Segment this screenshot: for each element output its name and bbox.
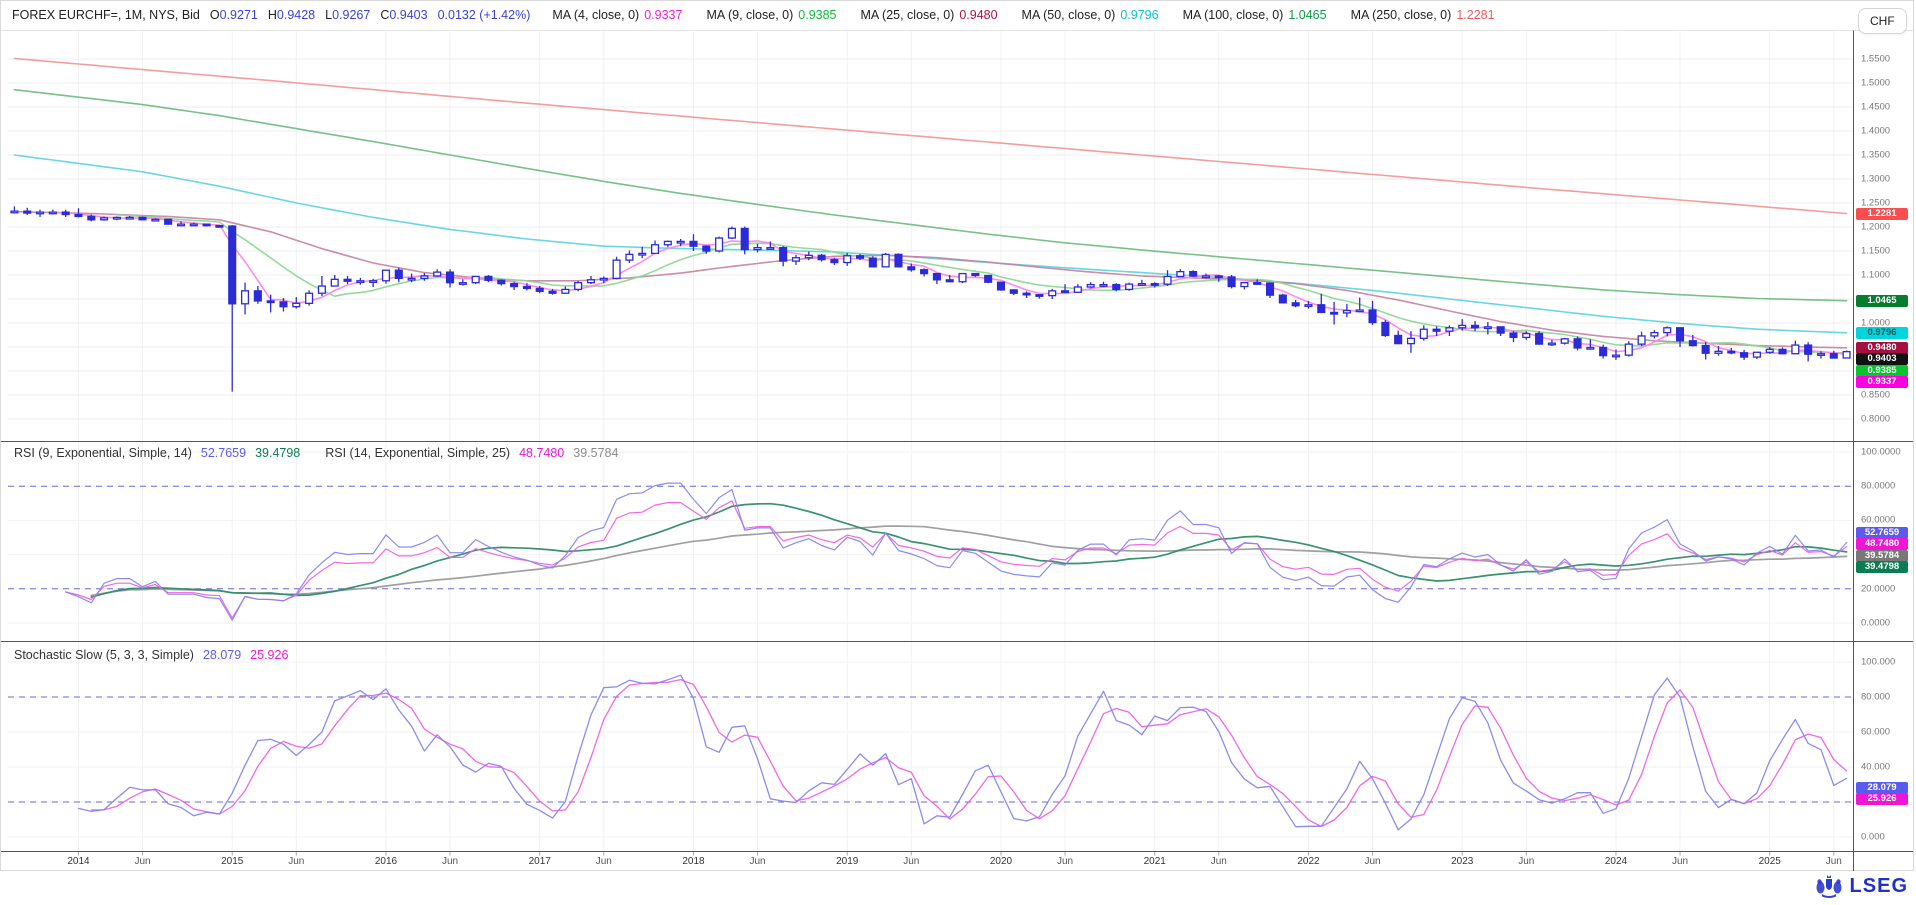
time-axis-label: 2019: [836, 856, 859, 867]
rsi-badge: 52.7659: [1856, 526, 1908, 539]
time-axis-label: 2023: [1451, 856, 1474, 867]
price-badge: 0.9480: [1856, 341, 1908, 354]
price-axis-currency-button[interactable]: CHF: [1858, 8, 1907, 34]
lseg-logo: LSEG: [1814, 874, 1908, 898]
time-axis-label: Jun: [134, 856, 151, 867]
time-axis-label: Jun: [903, 856, 920, 867]
stoch-axis-label: 100.000: [1861, 656, 1896, 668]
instrument-title: FOREX EURCHF=, 1M, NYS, Bid: [12, 8, 200, 22]
time-axis-label: Jun: [1210, 856, 1227, 867]
ohlc-field-c: C0.9403: [380, 8, 428, 22]
time-axis-label: 2017: [528, 856, 551, 867]
price-badge: 0.9403: [1856, 353, 1908, 366]
ma-legend-item[interactable]: MA (100, close, 0) 1.0465: [1182, 8, 1327, 22]
ma-legend-item[interactable]: MA (4, close, 0) 0.9337: [552, 8, 683, 22]
price-badge: 1.2281: [1856, 207, 1908, 220]
lseg-logo-text: LSEG: [1849, 874, 1908, 897]
stoch-axis-label: 40.000: [1861, 761, 1891, 773]
change-value: 0.0132 (+1.42%): [437, 8, 531, 22]
time-axis-label: 2025: [1758, 856, 1781, 867]
indicator-value: 39.5784: [573, 446, 619, 460]
price-axis-label: 0.8500: [1861, 389, 1891, 401]
stochastic-legend[interactable]: Stochastic Slow (5, 3, 3, Simple) 28.079 2…: [14, 648, 297, 662]
rsi-axis-label: 20.0000: [1861, 583, 1896, 595]
price-axis-label: 1.0000: [1861, 317, 1891, 329]
indicator-value: 39.4798: [255, 446, 301, 460]
time-axis-label: 2024: [1604, 856, 1628, 867]
ohlc-field-l: L0.9267: [325, 8, 371, 22]
instrument-legend[interactable]: FOREX EURCHF=, 1M, NYS, Bid O0.9271 H0.94…: [12, 0, 1519, 30]
time-axis-label: 2015: [221, 856, 244, 867]
indicator-value: 52.7659: [200, 446, 247, 460]
time-axis-label: 2021: [1143, 856, 1166, 867]
time-axis-label: Jun: [1825, 856, 1842, 867]
rsi-badge: 48.7480: [1856, 538, 1908, 551]
stoch-axis-label: 0.000: [1861, 831, 1885, 843]
ohlc-values: O0.9271 H0.9428 L0.9267 C0.9403: [210, 8, 438, 22]
stoch-axis-label: 60.000: [1861, 726, 1891, 738]
stoch-badge: 25.926: [1856, 793, 1908, 806]
time-axis-label: Jun: [1671, 856, 1689, 867]
indicator-legend-label: RSI (9, Exponential, Simple, 14): [14, 446, 192, 460]
price-axis-label: 0.8000: [1861, 413, 1891, 425]
price-axis-label: 1.5500: [1861, 53, 1891, 65]
price-axis-label: 1.3500: [1861, 149, 1891, 161]
rsi-axis-label: 100.0000: [1861, 446, 1901, 458]
price-axis-label: 1.5000: [1861, 77, 1891, 89]
rsi-badge: 39.4798: [1856, 560, 1908, 573]
time-axis-label: Jun: [749, 856, 766, 867]
time-axis-label: 2018: [682, 856, 705, 867]
rsi-axis-label: 60.0000: [1861, 514, 1896, 526]
rsi-pane[interactable]: [8, 442, 1853, 641]
time-axis-label: 2020: [989, 856, 1013, 867]
lseg-crest-icon: [1816, 875, 1842, 898]
rsi-axis-label: 80.0000: [1861, 480, 1896, 492]
indicator-value: 48.7480: [519, 446, 565, 460]
ma-legend-item[interactable]: MA (50, close, 0) 0.9796: [1021, 8, 1159, 22]
rsi-legend[interactable]: RSI (9, Exponential, Simple, 14) 52.7659 3…: [14, 446, 627, 460]
price-axis-label: 1.2000: [1861, 221, 1891, 233]
price-axis-label: 1.3000: [1861, 173, 1891, 185]
ma-legend-item[interactable]: MA (250, close, 0) 1.2281: [1350, 8, 1495, 22]
price-badge: 0.9796: [1856, 326, 1908, 339]
rsi-axis-label: 0.0000: [1861, 617, 1891, 629]
stoch-axis-label: 80.000: [1861, 691, 1891, 703]
price-pane[interactable]: [8, 31, 1853, 441]
price-axis-label: 1.1500: [1861, 245, 1891, 257]
indicator-value: 25.926: [250, 648, 289, 662]
indicator-value: 28.079: [202, 648, 242, 662]
ohlc-field-o: O0.9271: [209, 8, 258, 22]
ma-legend-item[interactable]: MA (25, close, 0) 0.9480: [860, 8, 998, 22]
indicator-legend-label: RSI (14, Exponential, Simple, 25): [325, 446, 511, 460]
time-axis[interactable]: [8, 852, 1853, 871]
time-axis-label: Jun: [1518, 856, 1535, 867]
price-badge: 0.9385: [1856, 364, 1908, 377]
indicator-legend-label: Stochastic Slow (5, 3, 3, Simple): [14, 648, 194, 662]
ma-legend-item[interactable]: MA (9, close, 0) 0.9385: [706, 8, 837, 22]
price-badge: 1.0465: [1856, 294, 1908, 307]
time-axis-label: Jun: [1056, 856, 1074, 867]
price-axis-label: 1.1000: [1861, 269, 1891, 281]
time-axis-label: 2022: [1297, 856, 1320, 867]
price-axis-label: 1.4500: [1861, 101, 1891, 113]
time-axis-label: Jun: [441, 856, 459, 867]
time-axis-label: 2014: [67, 856, 90, 867]
time-axis-label: Jun: [288, 856, 305, 867]
time-axis-label: 2016: [374, 856, 398, 867]
ohlc-field-h: H0.9428: [267, 8, 316, 22]
time-axis-label: Jun: [1364, 856, 1381, 867]
stochastic-pane[interactable]: [8, 642, 1853, 851]
rsi-badge: 39.5784: [1856, 549, 1908, 562]
chart-frame: [0, 0, 1914, 871]
price-axis-label: 1.4000: [1861, 125, 1891, 137]
stoch-badge: 28.079: [1856, 781, 1908, 794]
price-axis[interactable]: [1854, 31, 1914, 851]
price-axis-label: 1.2500: [1861, 197, 1891, 209]
price-badge: 0.9337: [1856, 376, 1908, 389]
time-axis-label: Jun: [595, 856, 612, 867]
ma-legend: MA (4, close, 0) 0.9337 MA (9, close, 0) 0.…: [552, 8, 1518, 22]
